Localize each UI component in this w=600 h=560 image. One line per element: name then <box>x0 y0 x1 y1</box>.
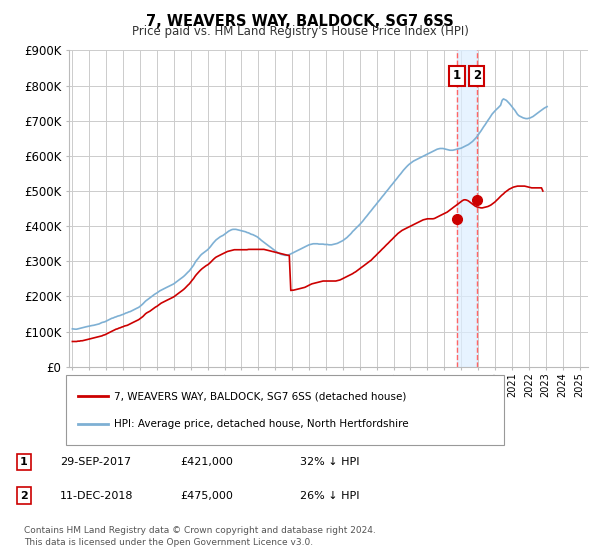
Text: 7, WEAVERS WAY, BALDOCK, SG7 6SS: 7, WEAVERS WAY, BALDOCK, SG7 6SS <box>146 14 454 29</box>
Text: 11-DEC-2018: 11-DEC-2018 <box>60 491 133 501</box>
Text: £421,000: £421,000 <box>180 457 233 467</box>
Text: 2: 2 <box>20 491 28 501</box>
Text: Price paid vs. HM Land Registry's House Price Index (HPI): Price paid vs. HM Land Registry's House … <box>131 25 469 38</box>
Text: HPI: Average price, detached house, North Hertfordshire: HPI: Average price, detached house, Nort… <box>114 419 409 430</box>
Text: 32% ↓ HPI: 32% ↓ HPI <box>300 457 359 467</box>
Text: 7, WEAVERS WAY, BALDOCK, SG7 6SS (detached house): 7, WEAVERS WAY, BALDOCK, SG7 6SS (detach… <box>114 391 406 401</box>
Text: 29-SEP-2017: 29-SEP-2017 <box>60 457 131 467</box>
Text: £475,000: £475,000 <box>180 491 233 501</box>
Text: 2: 2 <box>473 69 481 82</box>
Text: 1: 1 <box>20 457 28 467</box>
Text: Contains HM Land Registry data © Crown copyright and database right 2024.
This d: Contains HM Land Registry data © Crown c… <box>24 526 376 547</box>
Bar <box>457 50 477 367</box>
Text: 26% ↓ HPI: 26% ↓ HPI <box>300 491 359 501</box>
Text: 1: 1 <box>453 69 461 82</box>
